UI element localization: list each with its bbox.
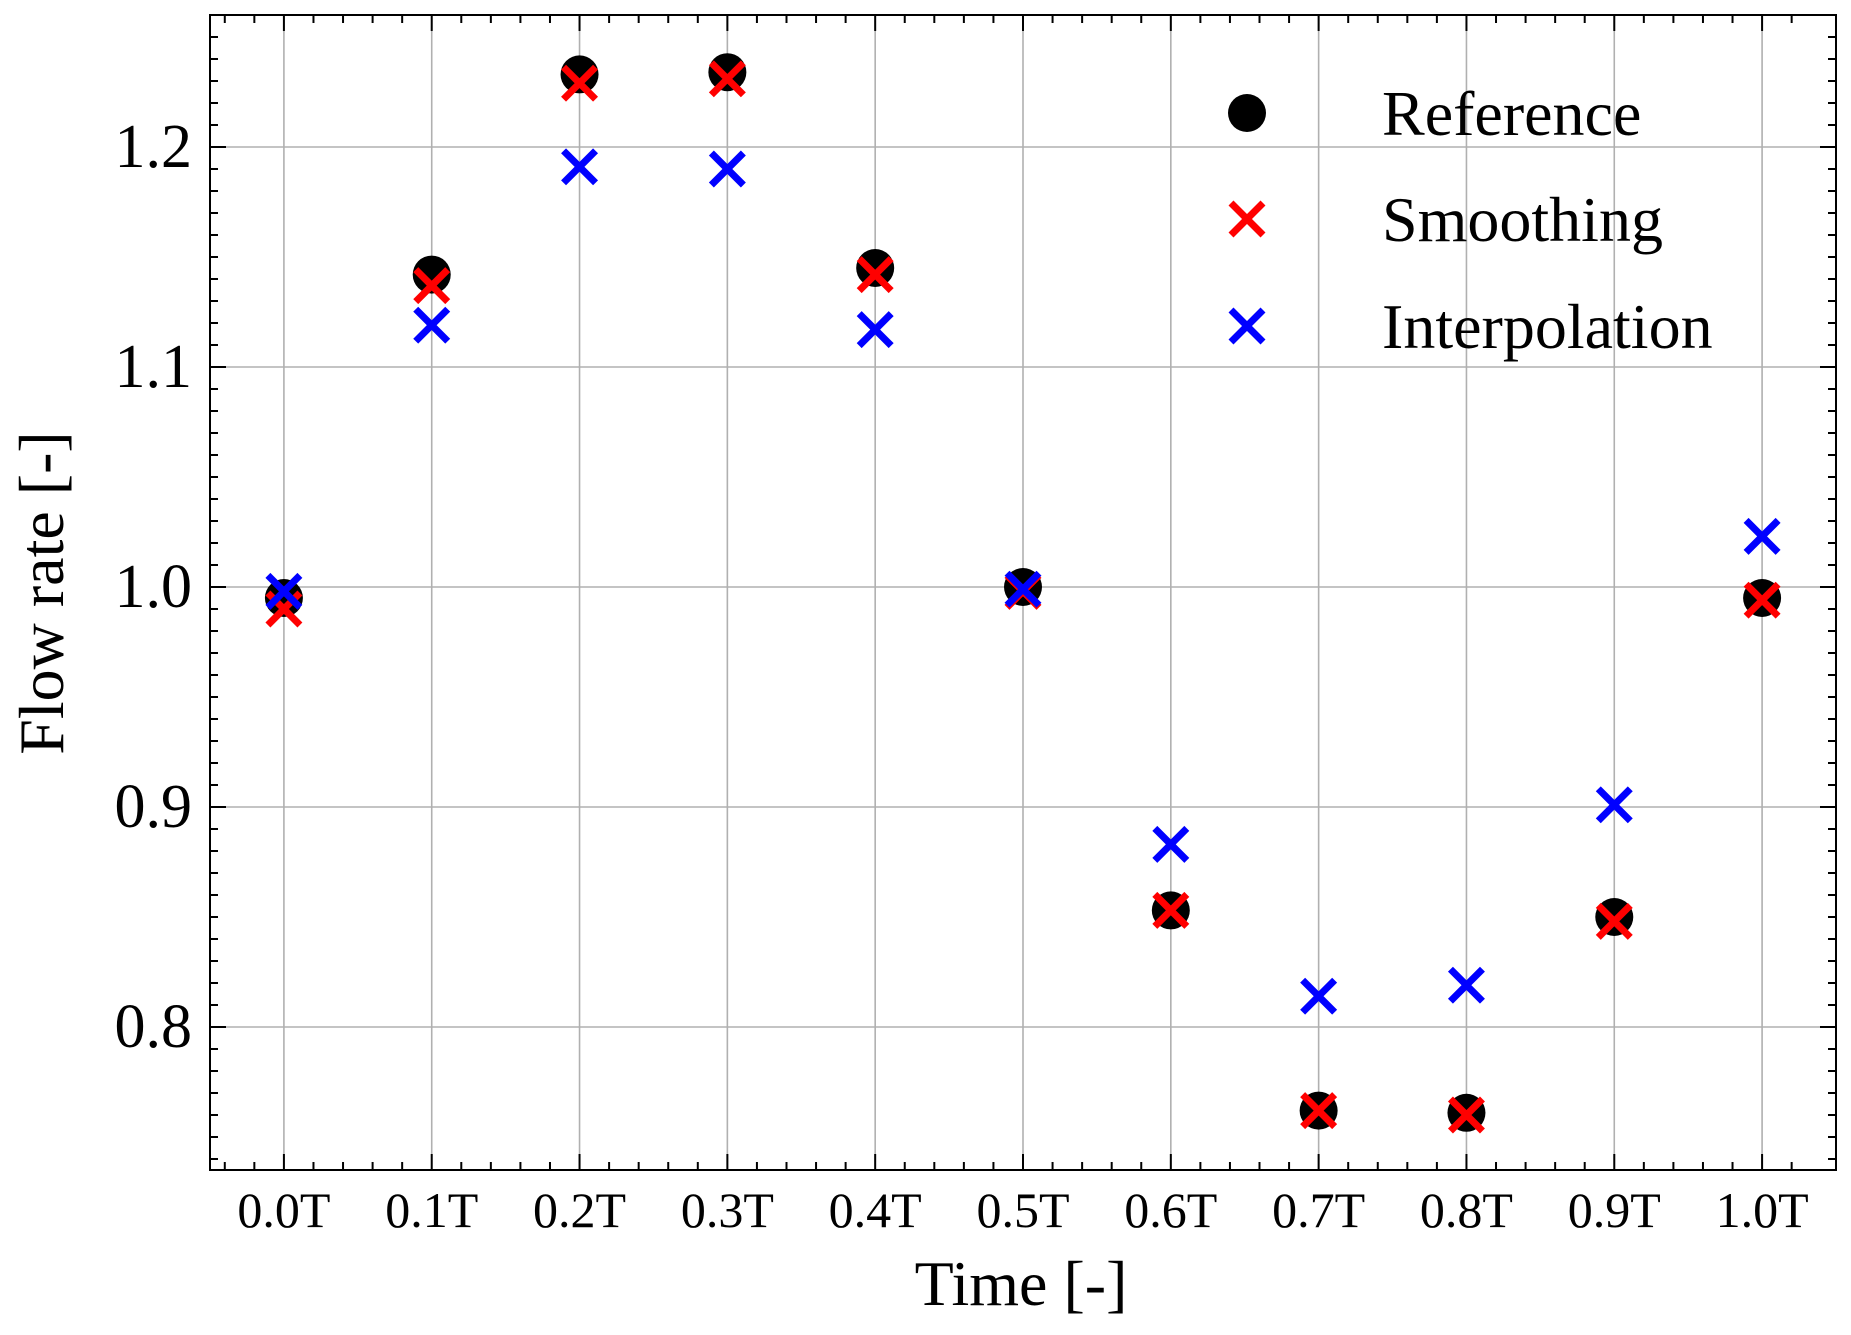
y-tick-labels: 0.8 0.9 1.0 1.1 1.2 [115,113,193,1061]
legend-label: Reference [1382,78,1641,149]
point-interpolation [413,306,451,344]
legend-marker-interpolation [1228,307,1266,345]
point-smoothing [1447,1096,1485,1134]
y-axis-title: Flow rate [-] [6,431,77,754]
point-reference [412,255,451,294]
data-points [264,53,1782,1134]
x-tick-label: 0.2T [533,1182,626,1238]
x-tick-label: 0.3T [681,1182,774,1238]
x-tick-label: 0.8T [1420,1182,1513,1238]
y-tick-label: 1.2 [115,113,193,181]
point-smoothing [856,256,894,294]
point-interpolation [1447,966,1485,1004]
y-tick-label: 1.1 [115,333,193,401]
legend-entry: Smoothing [1228,184,1663,255]
legend: Reference Smoothing Interpolation [1228,78,1713,362]
point-smoothing [1743,581,1781,619]
x-tick-label: 0.4T [829,1182,922,1238]
point-smoothing [1595,902,1633,940]
point-interpolation [1004,570,1042,608]
point-interpolation [1152,825,1190,863]
legend-entry: Reference [1228,78,1641,149]
point-interpolation [1743,517,1781,555]
point-smoothing [708,60,746,98]
y-tick-label: 1.0 [115,553,193,621]
point-interpolation [708,150,746,188]
legend-entry: Interpolation [1228,291,1713,362]
point-interpolation [1300,977,1338,1015]
x-tick-labels: 0.0T 0.1T 0.2T 0.3T 0.4T 0.5T 0.6T 0.7T 0.8T 0.9T… [237,1182,1808,1238]
point-interpolation [561,148,599,186]
y-tick-label: 0.8 [115,993,193,1061]
legend-marker-smoothing [1228,200,1266,238]
point-smoothing [413,267,451,305]
point-smoothing [1300,1092,1338,1130]
point-reference [264,579,303,617]
point-reference [708,53,747,92]
x-tick-label: 1.0T [1716,1182,1809,1238]
x-tick-label: 0.9T [1568,1182,1661,1238]
point-reference [560,55,599,94]
point-interpolation [1595,786,1633,824]
plot-frame [209,14,1837,1171]
x-tick-label: 0.7T [1272,1182,1365,1238]
axis-ticks [210,14,1836,1170]
legend-label: Smoothing [1382,184,1663,255]
point-interpolation [265,572,303,610]
x-axis-title: Time [-] [915,1248,1128,1319]
point-smoothing [1152,891,1190,929]
point-interpolation [856,311,894,349]
point-smoothing [561,64,599,102]
x-tick-label: 0.0T [237,1182,330,1238]
x-tick-label: 0.6T [1124,1182,1217,1238]
legend-marker-reference [1228,94,1266,132]
x-tick-label: 0.1T [385,1182,478,1238]
series-interpolation [265,148,1781,1015]
legend-label: Interpolation [1382,291,1713,362]
x-tick-label: 0.5T [976,1182,1069,1238]
point-reference [856,249,895,287]
y-tick-label: 0.9 [115,773,193,841]
